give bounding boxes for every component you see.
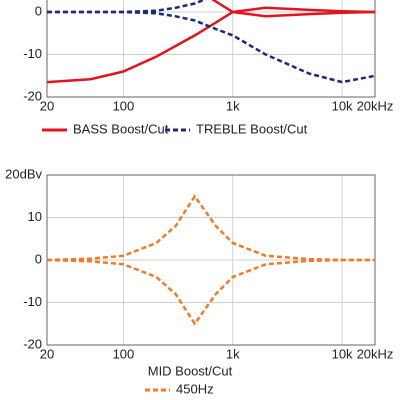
x-tick-label: 1k	[226, 98, 240, 113]
legend-label: 450Hz	[176, 381, 214, 396]
x-tick-label: 20	[40, 346, 54, 361]
x-tick-label: 100	[113, 346, 135, 361]
legend-title: MID Boost/Cut	[148, 363, 233, 378]
x-tick-label: 100	[113, 98, 135, 113]
y-tick-label: -10	[23, 46, 42, 61]
series-line	[46, 194, 375, 262]
series-line	[46, 258, 375, 327]
x-tick-label: 10k	[332, 346, 353, 361]
series-line	[47, 10, 376, 84]
legend-label: TREBLE Boost/Cut	[196, 121, 308, 136]
x-tick-label: 20	[40, 98, 54, 113]
y-tick-label: 20dBv	[5, 166, 42, 181]
y-tick-label: -10	[23, 294, 42, 309]
y-tick-label: -20	[23, 88, 42, 103]
y-tick-label: 0	[35, 3, 42, 18]
x-tick-label: 1k	[226, 346, 240, 361]
x-tick-label: 20kHz	[357, 346, 394, 361]
x-tick-label: 10k	[332, 98, 353, 113]
x-tick-label: 20kHz	[357, 98, 394, 113]
y-tick-label: 0	[35, 251, 42, 266]
y-tick-label: -20	[23, 336, 42, 351]
series-line	[211, 0, 376, 18]
y-tick-label: 10	[28, 209, 42, 224]
legend-label: BASS Boost/Cut	[73, 121, 169, 136]
series-line	[46, 6, 376, 84]
